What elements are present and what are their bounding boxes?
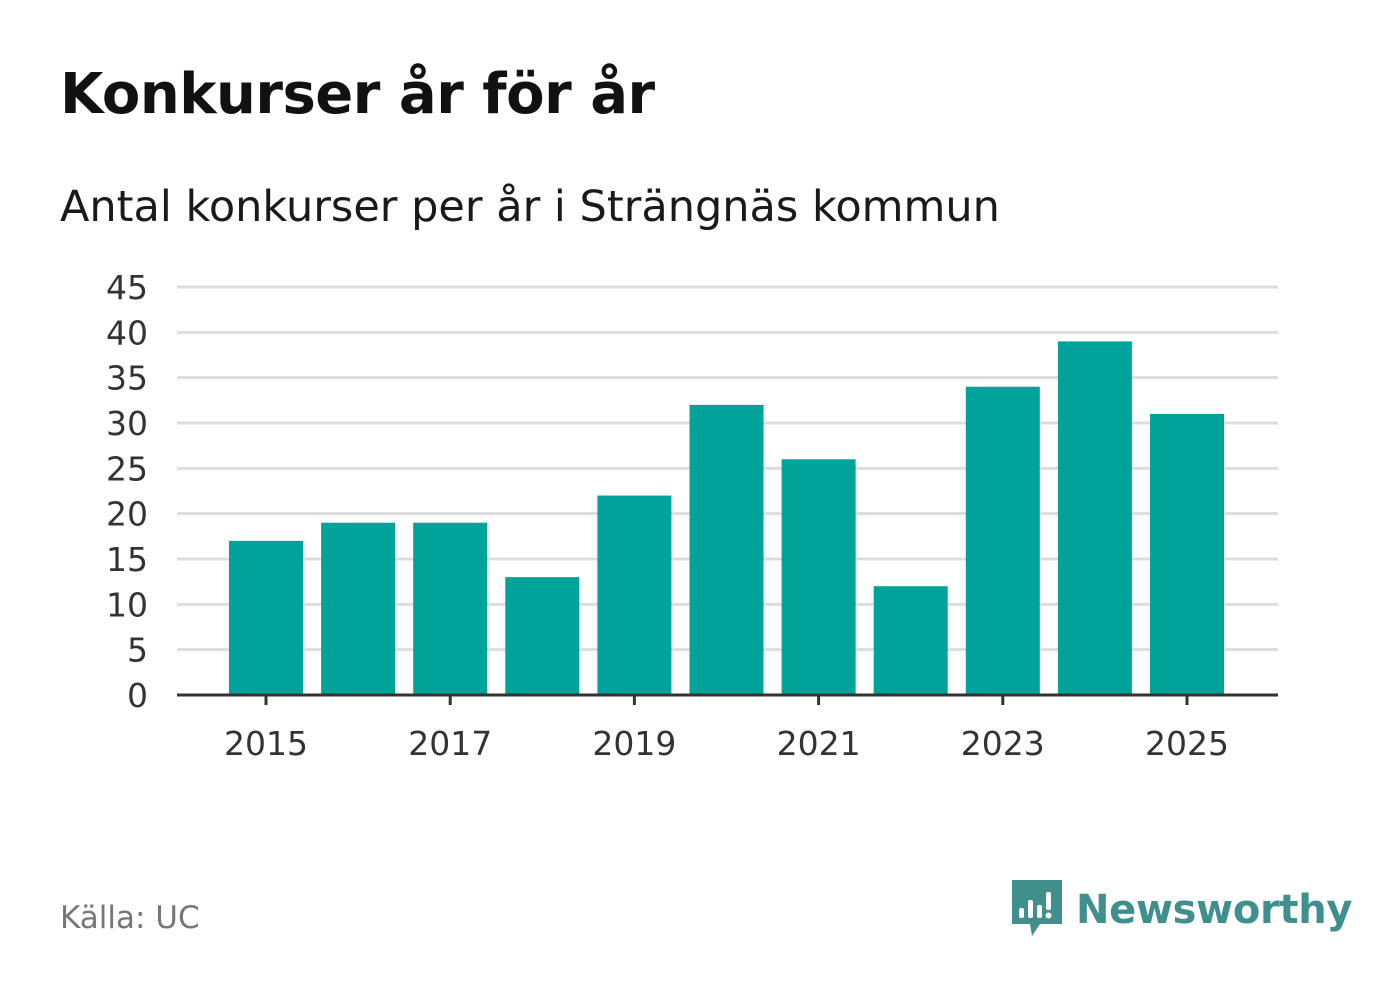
brand-logo[interactable]: Newsworthy	[1010, 878, 1353, 942]
y-tick-label: 25	[106, 449, 148, 488]
y-tick-label: 40	[106, 313, 148, 352]
chart-subtitle: Antal konkurser per år i Strängnäs kommu…	[60, 182, 1000, 232]
bars	[229, 341, 1224, 695]
y-tick-label: 15	[106, 540, 148, 579]
x-tick-label: 2023	[961, 724, 1045, 763]
y-tick-label: 30	[106, 404, 148, 443]
bar-2016	[321, 522, 396, 695]
y-tick-label: 10	[106, 585, 148, 624]
y-tick-label: 45	[106, 268, 148, 307]
bar-2025	[1150, 413, 1224, 695]
y-tick-label: 0	[127, 676, 148, 715]
x-tick-label: 2017	[408, 724, 492, 763]
x-axis-labels: 2015 2017 2019 2021 2023 2025	[224, 724, 1229, 763]
bar-2021	[781, 459, 856, 695]
bar-2018	[505, 577, 580, 695]
x-tick-label: 2021	[777, 724, 861, 763]
bar-2024	[1057, 341, 1132, 695]
bar-2023	[965, 386, 1040, 695]
x-tick-label: 2025	[1145, 724, 1229, 763]
y-axis-labels: 0 5 10 15 20 25 30 35 40 45	[106, 268, 148, 715]
x-tick-label: 2019	[592, 724, 676, 763]
bar-2015	[229, 540, 303, 695]
y-tick-label: 35	[106, 359, 148, 398]
bar-2017	[413, 522, 488, 695]
y-tick-label: 5	[127, 631, 148, 670]
bar-2019	[597, 495, 672, 695]
newsworthy-logo-icon	[1010, 878, 1064, 942]
source-note: Källa: UC	[60, 900, 200, 936]
x-axis	[177, 693, 1278, 705]
x-tick-label: 2015	[224, 724, 308, 763]
bar-2022	[873, 586, 948, 695]
y-tick-label: 20	[106, 495, 148, 534]
brand-name: Newsworthy	[1076, 887, 1353, 933]
bar-2020	[689, 404, 764, 695]
chart-title: Konkurser år för år	[60, 62, 655, 127]
